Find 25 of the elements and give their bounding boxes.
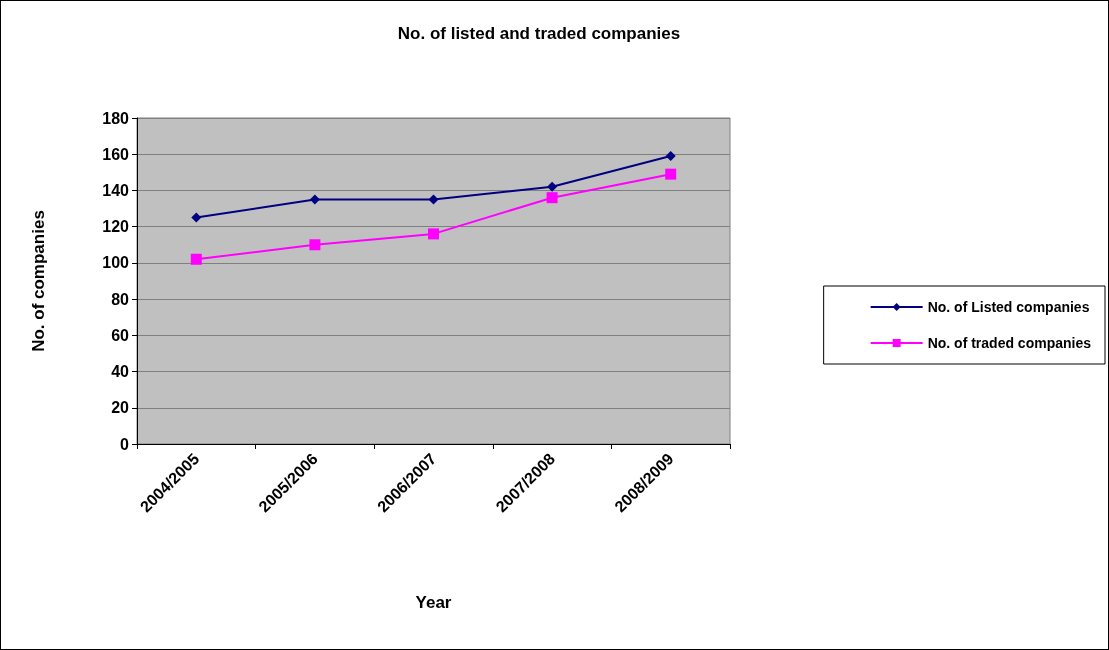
y-axis-title: No. of companies (29, 210, 48, 352)
y-tick-label: 180 (102, 109, 130, 127)
y-tick-label: 120 (102, 218, 130, 236)
point (665, 168, 677, 180)
chart-title: No. of listed and traded companies (397, 24, 681, 43)
y-tick-label: 0 (120, 435, 130, 453)
y-tick-label: 80 (111, 290, 130, 308)
point (665, 151, 676, 162)
point (546, 192, 558, 204)
y-tick-label: 160 (102, 145, 130, 163)
y-tick-label: 60 (111, 326, 130, 344)
y-tick-label: 100 (102, 254, 130, 272)
point (309, 239, 321, 251)
y-tick-label: 20 (111, 399, 130, 417)
point (191, 212, 202, 223)
y-tick-label: 40 (111, 363, 130, 381)
point (547, 181, 558, 192)
point (309, 194, 320, 205)
point (428, 228, 439, 240)
legend-label: No. of traded companies (927, 335, 1092, 351)
y-tick-label: 140 (102, 181, 130, 199)
point (428, 194, 439, 205)
point (190, 253, 202, 265)
legend-label: No. of Listed companies (927, 299, 1090, 315)
x-axis-title: Year (415, 593, 452, 612)
